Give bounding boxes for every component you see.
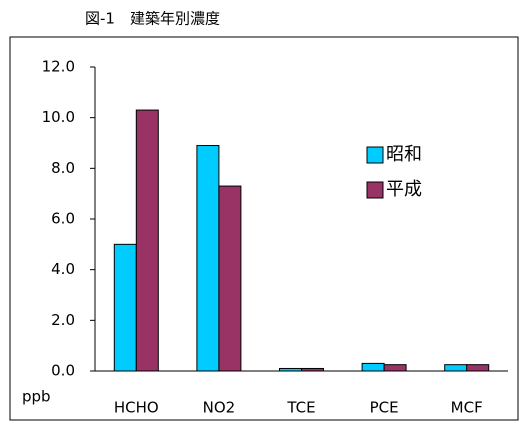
legend-label: 平成 — [386, 179, 422, 200]
legend-swatch — [366, 146, 384, 164]
x-tick-label: TCE — [286, 399, 315, 417]
bar — [383, 364, 407, 372]
y-tick-label: 6.0 — [51, 210, 75, 228]
x-tick-label: MCF — [451, 399, 483, 417]
chart-frame — [9, 36, 519, 421]
y-tick-label: 10.0 — [42, 108, 75, 126]
y-tick-label: 2.0 — [51, 311, 75, 329]
bar — [135, 109, 159, 372]
x-tick-label: NO2 — [203, 399, 236, 417]
x-tick-label: PCE — [370, 399, 399, 417]
y-tick-label: 4.0 — [51, 260, 75, 278]
y-tick-label: 8.0 — [51, 159, 75, 177]
bar — [466, 364, 490, 372]
legend-box — [354, 129, 446, 215]
legend-label: 昭和 — [386, 144, 422, 165]
bar — [113, 243, 137, 372]
y-tick-label: 12.0 — [42, 58, 75, 76]
bar — [196, 145, 220, 372]
bar — [361, 362, 385, 372]
legend-swatch — [366, 181, 384, 199]
y-tick-label: 0.0 — [51, 362, 75, 380]
y-axis-label: ppb — [22, 388, 51, 406]
chart-title: 図-1 建築年別濃度 — [85, 10, 220, 28]
bar — [444, 364, 468, 372]
bar — [218, 185, 242, 372]
x-tick-label: HCHO — [114, 399, 159, 417]
